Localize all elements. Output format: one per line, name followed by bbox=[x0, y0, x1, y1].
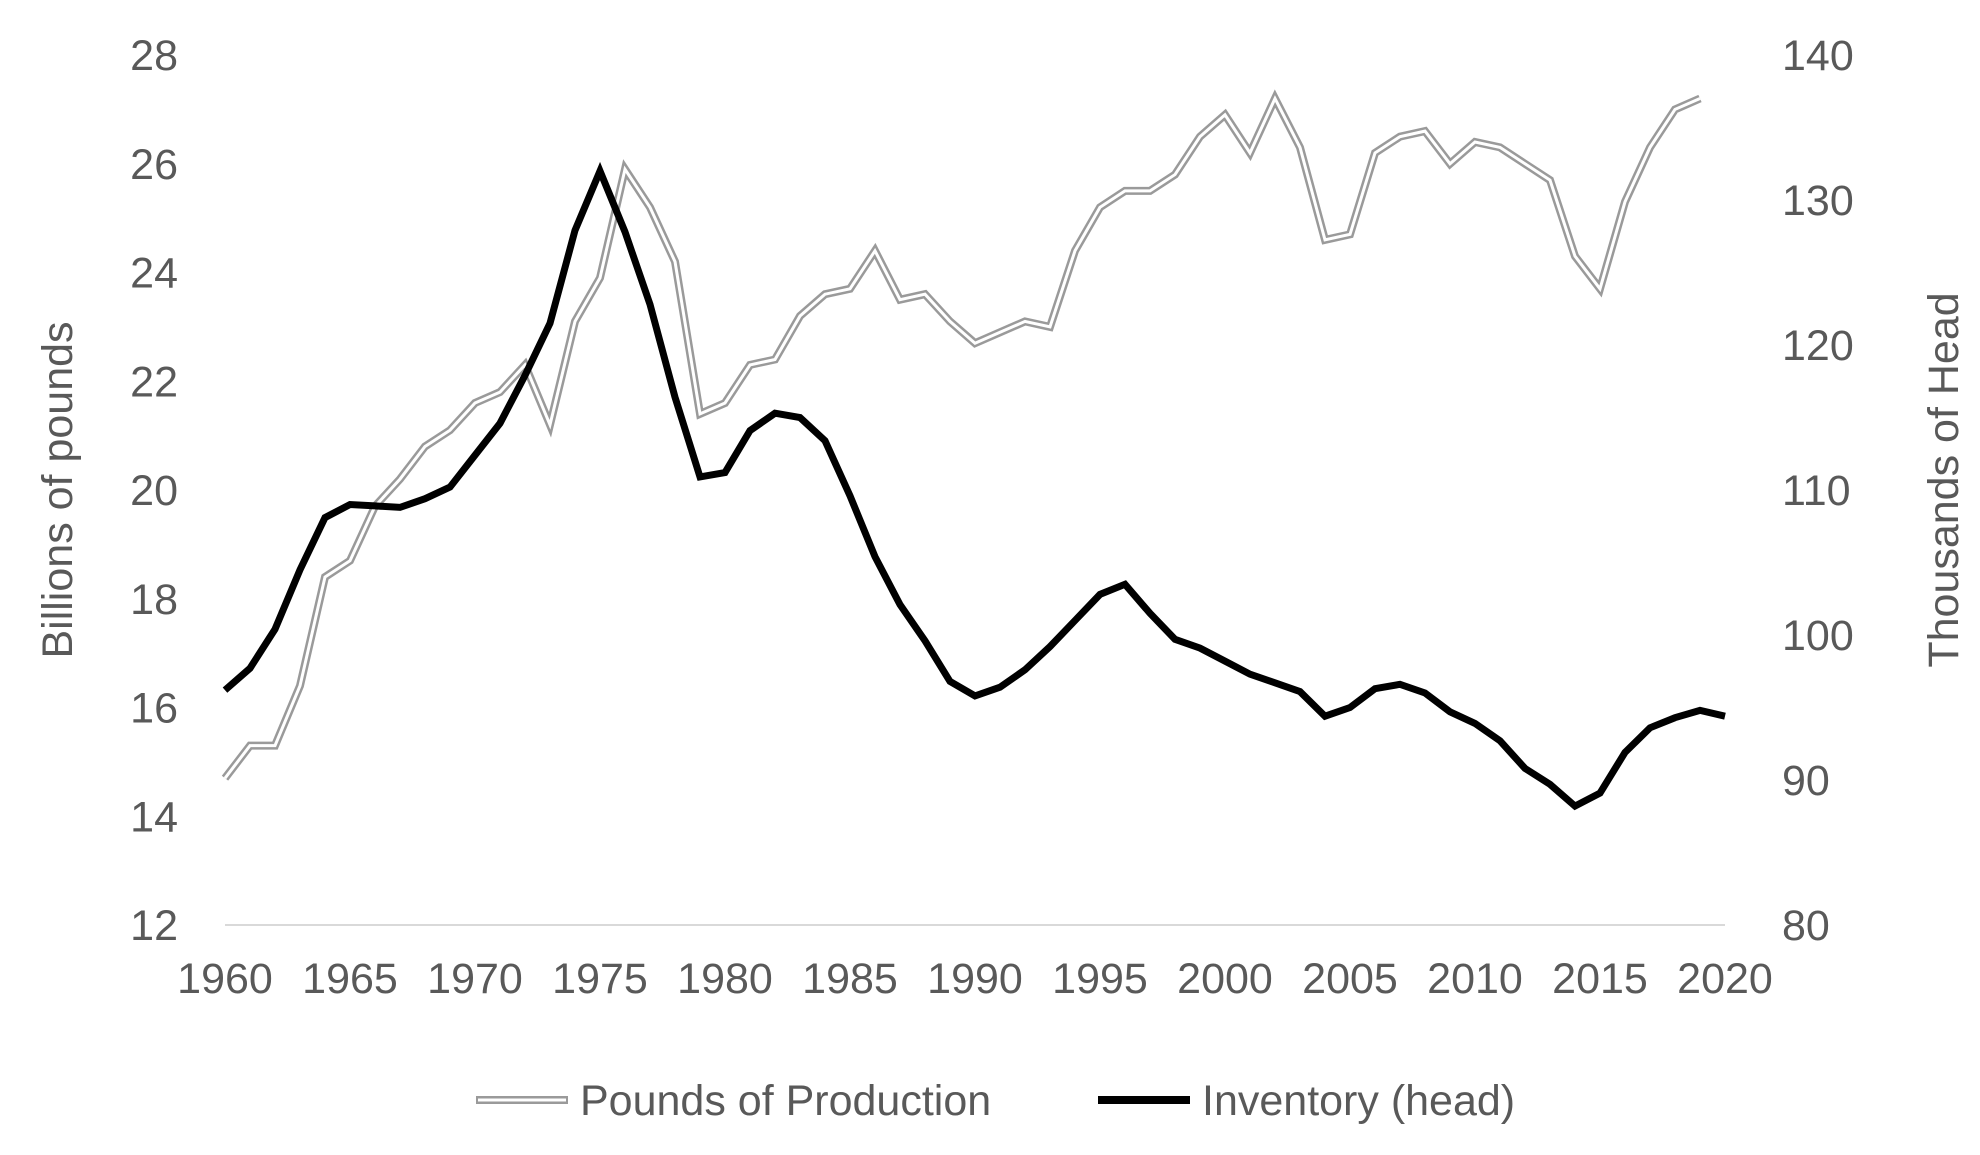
legend: Pounds of Production Inventory (head) bbox=[476, 1077, 1515, 1125]
right-tick-label: 90 bbox=[1782, 757, 1830, 805]
x-axis: 1960 1965 1970 1975 1980 1985 1990 1995 2000 2005… bbox=[177, 955, 1773, 1003]
plot-area bbox=[221, 89, 1726, 811]
legend-label: Inventory (head) bbox=[1202, 1077, 1515, 1125]
left-tick-label: 14 bbox=[130, 793, 178, 841]
right-tick-label: 130 bbox=[1782, 177, 1854, 225]
left-tick-label: 22 bbox=[130, 358, 178, 406]
series-1 bbox=[221, 89, 1702, 781]
x-tick-label: 1960 bbox=[177, 955, 273, 1003]
x-tick-label: 1995 bbox=[1052, 955, 1148, 1003]
x-tick-label: 2005 bbox=[1302, 955, 1398, 1003]
right-tick-label: 80 bbox=[1782, 902, 1830, 950]
x-tick-label: 1990 bbox=[927, 955, 1023, 1003]
legend-item: Pounds of Production bbox=[476, 1077, 991, 1125]
left-tick-label: 28 bbox=[130, 32, 178, 80]
series-line bbox=[222, 161, 1726, 811]
left-tick-label: 16 bbox=[130, 685, 178, 733]
right-tick-label: 140 bbox=[1782, 32, 1854, 80]
series-line-inner bbox=[223, 95, 1701, 780]
left-tick-label: 20 bbox=[130, 467, 178, 515]
x-tick-label: 2000 bbox=[1177, 955, 1273, 1003]
x-tick-label: 2020 bbox=[1677, 955, 1773, 1003]
right-axis-title: Thousands of Head bbox=[1920, 292, 1968, 667]
x-tick-label: 1975 bbox=[552, 955, 648, 1003]
series-2 bbox=[222, 161, 1726, 811]
legend-item: Inventory (head) bbox=[1098, 1077, 1515, 1125]
left-tick-label: 24 bbox=[130, 250, 178, 298]
x-tick-label: 2015 bbox=[1552, 955, 1648, 1003]
x-tick-label: 1980 bbox=[677, 955, 773, 1003]
legend-label: Pounds of Production bbox=[580, 1077, 991, 1125]
x-tick-label: 1970 bbox=[427, 955, 523, 1003]
right-tick-label: 100 bbox=[1782, 612, 1854, 660]
x-tick-label: 1985 bbox=[802, 955, 898, 1003]
right-tick-label: 120 bbox=[1782, 322, 1854, 370]
right-axis: 80 90 100 110 120 130 140 bbox=[1782, 32, 1854, 950]
series-line bbox=[221, 89, 1702, 781]
left-axis: 12 14 16 18 20 22 24 26 28 bbox=[130, 32, 178, 950]
x-tick-label: 2010 bbox=[1427, 955, 1523, 1003]
left-tick-label: 12 bbox=[130, 902, 178, 950]
right-tick-label: 110 bbox=[1782, 467, 1851, 515]
left-axis-title: Billions of pounds bbox=[34, 321, 82, 658]
left-tick-label: 26 bbox=[130, 141, 178, 189]
x-tick-label: 1965 bbox=[302, 955, 398, 1003]
left-tick-label: 18 bbox=[130, 576, 178, 624]
